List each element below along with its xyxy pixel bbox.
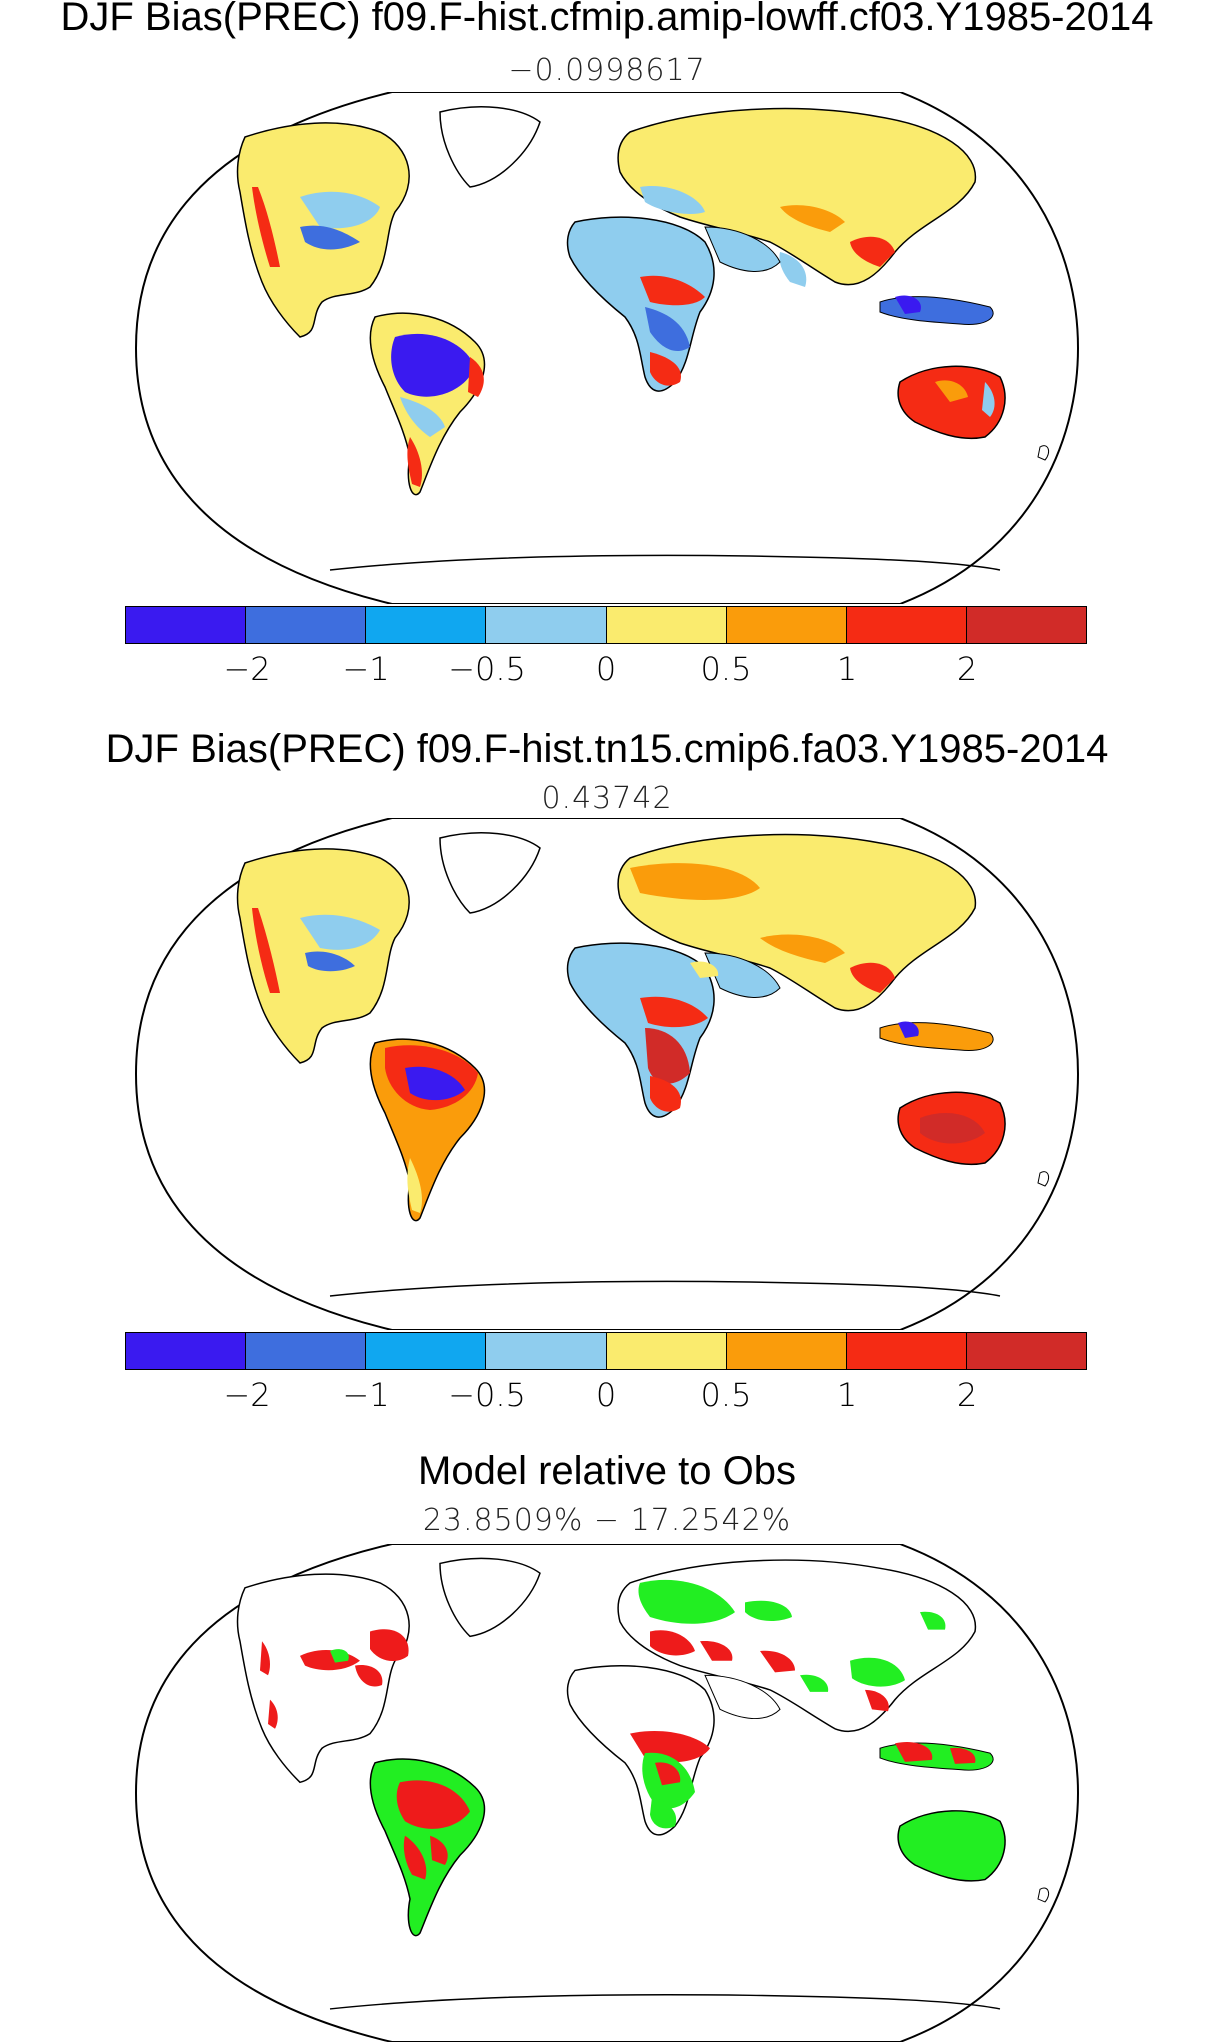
colorbar-swatch <box>846 607 967 643</box>
australia <box>897 365 1006 440</box>
colorbar-tick-label: 0 <box>595 650 617 688</box>
panel1-colorbar <box>125 606 1087 644</box>
colorbar-swatch <box>966 607 1086 643</box>
greenland <box>439 106 541 188</box>
colorbar-tick-label: 0 <box>595 1376 617 1414</box>
panel2-subtitle: 0.43742 <box>541 781 673 816</box>
colorbar-swatch <box>366 1333 487 1369</box>
panel2-map <box>134 818 1080 1330</box>
panel2-colorbar-ticks: −2 −1 −0.5 0 0.5 1 2 <box>0 1376 1214 1416</box>
panel1-title: DJF Bias(PREC) f09.F-hist.cfmip.amip-low… <box>60 0 1154 39</box>
colorbar-tick-label: −2 <box>223 1376 271 1414</box>
colorbar-tick-label: 2 <box>956 1376 978 1414</box>
colorbar-swatch <box>726 607 847 643</box>
colorbar-tick-label: −1 <box>342 1376 390 1414</box>
north-america <box>236 1573 410 1784</box>
colorbar-swatch <box>606 607 727 643</box>
colorbar-swatch <box>246 1333 367 1369</box>
colorbar-swatch <box>846 1333 967 1369</box>
panel1-colorbar-ticks: −2 −1 −0.5 0 0.5 1 2 <box>0 650 1214 690</box>
colorbar-tick-label: 0.5 <box>700 1376 752 1414</box>
colorbar-tick-label: −0.5 <box>448 650 526 688</box>
colorbar-tick-label: 0.5 <box>700 650 752 688</box>
panel3-title: Model relative to Obs <box>418 1449 796 1493</box>
colorbar-swatch <box>486 607 607 643</box>
colorbar-swatch <box>606 1333 727 1369</box>
greenland <box>439 1557 541 1638</box>
colorbar-tick-label: 1 <box>836 650 858 688</box>
colorbar-swatch <box>246 607 367 643</box>
colorbar-tick-label: 2 <box>956 650 978 688</box>
colorbar-swatch <box>966 1333 1086 1369</box>
colorbar-swatch <box>726 1333 847 1369</box>
antarctica <box>329 1994 1001 2010</box>
panel3-map <box>134 1544 1080 2042</box>
colorbar-tick-label: −2 <box>223 650 271 688</box>
panel1-map <box>134 92 1080 604</box>
panel2-title: DJF Bias(PREC) f09.F-hist.tn15.cmip6.fa0… <box>105 727 1109 771</box>
colorbar-swatch <box>366 607 487 643</box>
panel3-subtitle: 23.8509% − 17.2542% <box>422 1503 792 1538</box>
greenland <box>439 832 541 914</box>
australia <box>897 1810 1006 1882</box>
antarctica <box>329 554 1001 571</box>
antarctica <box>329 1280 1001 1297</box>
panel1-subtitle: −0.0998617 <box>508 53 706 88</box>
colorbar-swatch <box>486 1333 607 1369</box>
colorbar-tick-label: −0.5 <box>448 1376 526 1414</box>
panel2-colorbar <box>125 1332 1087 1370</box>
colorbar-tick-label: 1 <box>836 1376 858 1414</box>
colorbar-tick-label: −1 <box>342 650 390 688</box>
colorbar-swatch <box>126 607 247 643</box>
colorbar-swatch <box>126 1333 247 1369</box>
